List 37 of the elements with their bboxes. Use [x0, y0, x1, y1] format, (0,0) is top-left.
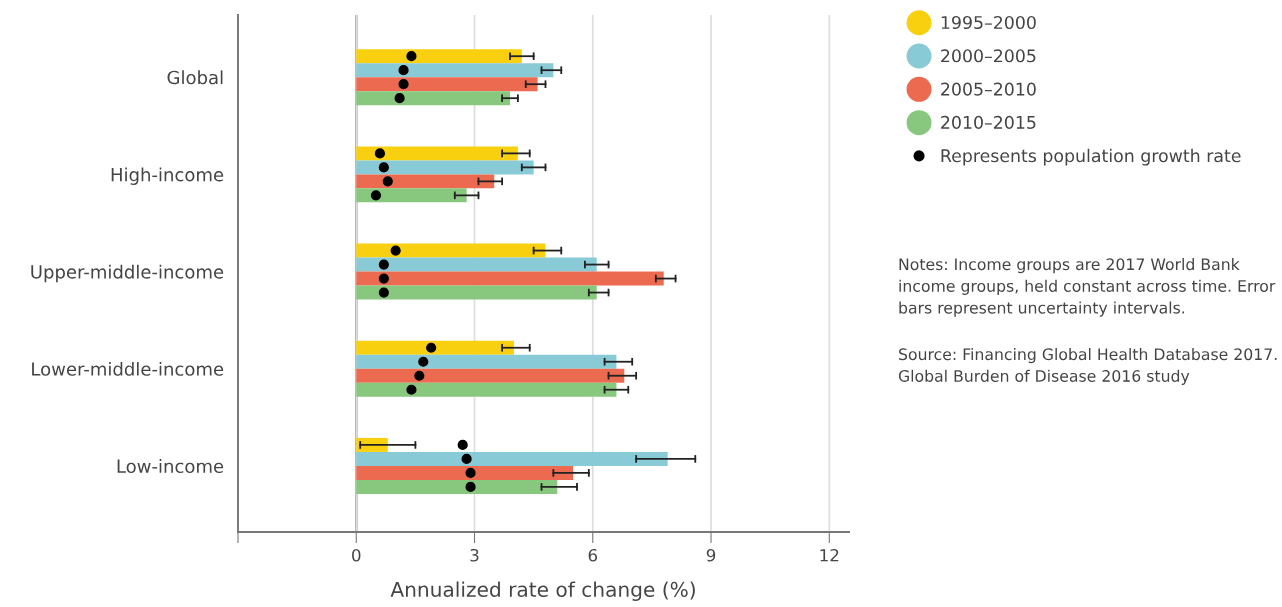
x-tick-label: 0	[352, 548, 361, 562]
source-note: Source: Financing Global Health Database 2017. Global Burden of Disease 2016 study	[898, 348, 1277, 385]
bar	[356, 49, 522, 64]
bar	[356, 368, 625, 383]
text: Notes: Income groups are 2017 World Bank income groups, held constant across time. Error bars represent uncertainty intervals.	[899, 258, 1276, 317]
bar	[356, 77, 538, 92]
legend-label: 2005–2010	[941, 82, 1036, 96]
bar	[356, 465, 574, 480]
x-tick-label: 6	[588, 548, 598, 562]
y-tick-label: Lower-middle-income	[32, 361, 224, 376]
legend-label: Represents population growth rate	[941, 148, 1241, 166]
x-tick-label: 9	[706, 548, 716, 562]
bar	[356, 160, 534, 175]
bar	[356, 451, 668, 466]
legend-label: 1995–2000	[941, 15, 1036, 30]
bar	[356, 285, 597, 300]
legend-label: 2000–2005	[941, 49, 1036, 63]
bar	[356, 188, 467, 203]
bar	[356, 63, 554, 78]
bar	[356, 479, 558, 494]
bar	[356, 382, 617, 397]
y-tick-label: Low-income	[117, 459, 224, 474]
x-tick-label: 3	[470, 548, 479, 562]
bar	[356, 257, 597, 272]
y-tick-label: Global	[167, 70, 223, 85]
x-axis-title: Annualized rate of change (%)	[390, 581, 695, 601]
bar	[356, 340, 514, 355]
bar	[356, 354, 617, 369]
bar	[356, 271, 664, 286]
bar	[356, 91, 510, 106]
bar	[356, 174, 495, 189]
legend-label: 2010–2015	[941, 115, 1036, 129]
y-tick-label: High-income	[111, 167, 224, 185]
y-tick-label: Upper-middle-income	[31, 264, 224, 283]
x-tick-label: 12	[820, 548, 839, 562]
bar	[356, 146, 518, 161]
bar	[356, 243, 546, 258]
